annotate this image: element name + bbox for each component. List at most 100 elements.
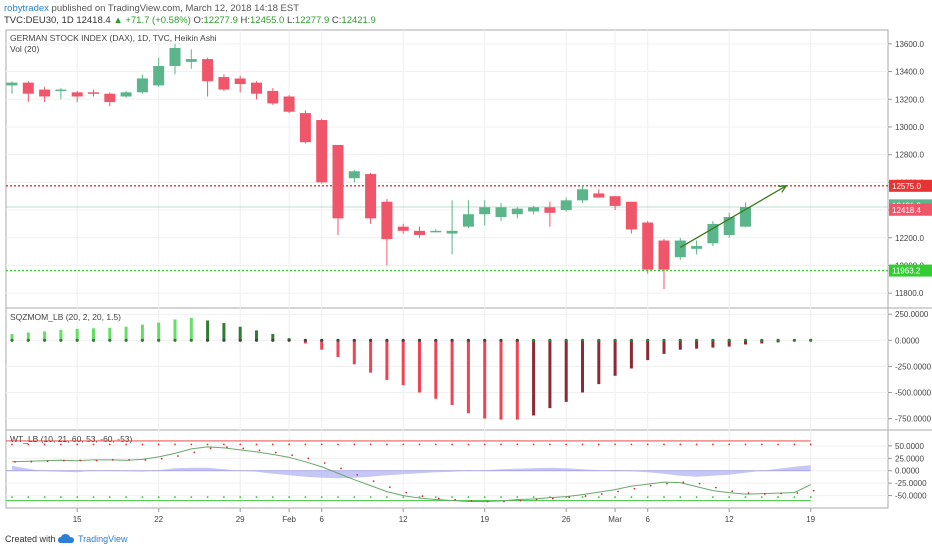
momentum-bar [450,340,454,405]
squeeze-dot [532,338,536,342]
wt-level-dot [11,443,13,446]
wt-level-dot [255,443,258,446]
squeeze-dot [417,338,422,342]
momentum-bar [255,330,258,341]
candle-body [430,230,442,233]
squeeze-dot [385,338,389,342]
high-value: 12455.0 [250,15,285,26]
squeeze-dot [629,338,634,342]
squeeze-dot [108,338,112,342]
squeeze-dot [352,338,356,342]
wt-level-dot [92,496,95,498]
momentum-bar [434,340,438,399]
y-tick-label: 25.0000 [895,454,924,463]
y-tick-label: -50.0000 [895,492,927,501]
wt2-dot [633,487,636,490]
wt2-dot [307,457,310,460]
wt2-dot [454,498,456,501]
wt-level-dot [60,443,62,446]
wt2-dot [552,497,554,500]
trend-arrow [679,185,787,249]
wt-level-dot [760,496,763,498]
author-link[interactable]: robytradex [4,3,49,14]
candle-body [169,48,181,67]
quote-line: TVC:DEU30, 1D 12418.4 ▲ +71.7 (+0.58%) O… [4,15,376,26]
wt-level-dot [141,496,144,498]
wt2-dot [503,500,505,503]
wt-level-dot [353,443,356,446]
momentum-bar [43,331,47,341]
chart-area[interactable]: 152229Feb6121926Mar6121911800.012000.012… [0,28,932,528]
wt2-dot [323,462,326,464]
price-change: ▲ +71.7 (+0.58%) [113,15,191,26]
volume-label: Vol (20) [10,44,39,54]
wt-level-dot [695,443,698,446]
y-tick-label: 13000.0 [895,123,924,132]
wt-level-dot [809,443,812,446]
wt-level-dot [239,496,242,498]
support-price-tag: 11963.2 [892,267,921,276]
squeeze-dot [59,338,63,342]
chart-title: GERMAN STOCK INDEX (DAX), 1D, TVC, Heiki… [10,33,217,43]
momentum-bar [418,340,421,393]
wt2-dot [274,451,277,454]
wt-level-dot [206,496,209,498]
momentum-bar [629,340,633,369]
wt2-dot [617,490,619,493]
candle-body [218,77,230,90]
wt-level-dot [597,496,600,498]
tradingview-brand-link[interactable]: TradingView [78,534,128,544]
candle-body [674,240,686,258]
momentum-bar [711,340,715,348]
wt2-dot [95,459,98,462]
wt-level-dot [712,443,714,446]
squeeze-dot [727,338,731,342]
wt-level-dot [728,443,731,446]
candle-body [560,200,572,211]
wt-diff-area [12,465,811,479]
wt-level-dot [320,443,323,446]
momentum-bar [173,319,177,341]
wt-level-dot [728,496,731,498]
wt-level-dot [223,496,225,498]
wt-level-dot [337,496,339,498]
wt-level-dot [402,496,405,498]
wt-level-dot [125,443,127,446]
squeeze-dot [809,338,813,342]
candle-body [593,193,605,198]
wt2-dot [389,486,391,489]
momentum-bar [59,329,63,341]
wt-level-dot [663,496,665,498]
squeeze-dot [564,338,568,342]
resistance-price-tag: 12575.0 [892,182,921,191]
candle-body [381,201,393,240]
squeeze-dot [434,338,438,342]
wt2-dot [796,492,799,494]
wt2-dot [470,499,473,502]
wt-level-dot [369,496,372,498]
wt2-dot [486,500,489,503]
wt-level-dot [744,496,747,498]
wt-level-dot [500,496,502,498]
y-tick-label: 250.0000 [895,310,929,319]
y-tick-label: 50.0000 [895,442,924,451]
symbol-label: TVC:DEU30, 1D [4,15,74,26]
wt-level-dot [581,443,584,446]
wt-level-dot [157,443,160,446]
wt-level-dot [646,443,649,446]
wt-level-dot [386,496,388,498]
squeeze-dot [189,338,193,342]
wt2-dot [747,492,750,494]
wt-level-dot [190,496,193,498]
wt-level-dot [353,496,356,498]
wt-level-dot [43,443,46,446]
squeeze-dot [254,338,259,342]
candle-body [511,208,523,215]
wt-level-dot [614,496,616,498]
squeeze-dot [238,338,242,342]
x-tick-label: 26 [562,515,571,524]
squeeze-dot [320,338,324,342]
wt-level-dot [614,443,616,446]
squeeze-dot [222,338,226,342]
trend-arrow-head [778,185,788,193]
